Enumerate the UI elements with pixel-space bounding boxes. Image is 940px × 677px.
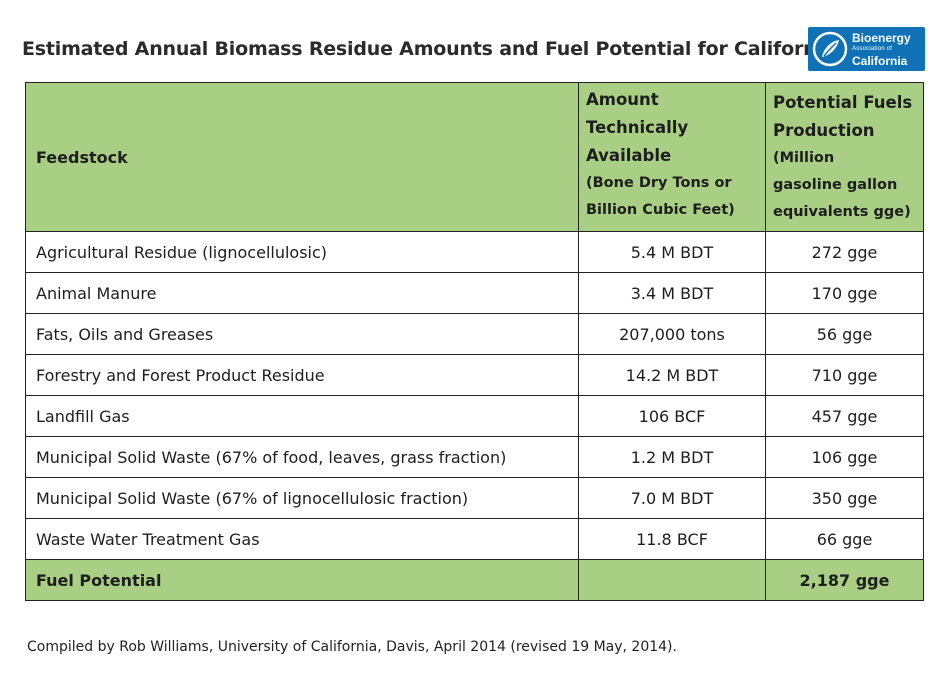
header-fuel-unit: (Million <box>773 150 835 166</box>
total-amount-cell <box>578 559 766 601</box>
amount-cell: 207,000 tons <box>578 313 766 355</box>
feedstock-cell: Landfill Gas <box>25 395 579 437</box>
amount-cell: 3.4 M BDT <box>578 272 766 314</box>
header-amount-line: Technically <box>586 118 689 137</box>
logo-line-1: Bioenergy <box>852 31 911 45</box>
total-fuel-cell: 2,187 gge <box>765 559 924 601</box>
amount-cell: 5.4 M BDT <box>578 231 766 273</box>
fuel-cell: 66 gge <box>765 518 924 560</box>
table-row: Forestry and Forest Product Residue 14.2… <box>25 354 924 396</box>
total-label: Fuel Potential <box>25 559 579 601</box>
leaf-swoosh-icon <box>812 31 848 67</box>
table-row: Landfill Gas 106 BCF 457 gge <box>25 395 924 437</box>
header-feedstock: Feedstock <box>25 82 579 232</box>
table-row: Waste Water Treatment Gas 11.8 BCF 66 gg… <box>25 518 924 560</box>
header-amount-unit: (Bone Dry Tons or <box>586 175 732 191</box>
header-amount: Amount Technically Available (Bone Dry T… <box>578 82 766 232</box>
feedstock-cell: Forestry and Forest Product Residue <box>25 354 579 396</box>
header-fuel: Potential Fuels Production (Million gaso… <box>765 82 924 232</box>
header-amount-line: Amount <box>586 90 659 109</box>
amount-cell: 106 BCF <box>578 395 766 437</box>
feedstock-cell: Agricultural Residue (lignocellulosic) <box>25 231 579 273</box>
logo-line-2: Association of <box>852 46 893 52</box>
table-row: Agricultural Residue (lignocellulosic) 5… <box>25 231 924 273</box>
feedstock-cell: Fats, Oils and Greases <box>25 313 579 355</box>
fuel-cell: 710 gge <box>765 354 924 396</box>
header-fuel-line: Production <box>773 121 875 140</box>
table-row: Animal Manure 3.4 M BDT 170 gge <box>25 272 924 314</box>
fuel-cell: 56 gge <box>765 313 924 355</box>
feedstock-cell: Municipal Solid Waste (67% of food, leav… <box>25 436 579 478</box>
page-title: Estimated Annual Biomass Residue Amounts… <box>22 38 836 60</box>
fuel-cell: 106 gge <box>765 436 924 478</box>
amount-cell: 11.8 BCF <box>578 518 766 560</box>
source-footnote: Compiled by Rob Williams, University of … <box>27 639 677 655</box>
amount-cell: 7.0 M BDT <box>578 477 766 519</box>
fuel-cell: 170 gge <box>765 272 924 314</box>
header-fuel-unit: equivalents gge) <box>773 204 911 220</box>
table-row: Municipal Solid Waste (67% of lignocellu… <box>25 477 924 519</box>
amount-cell: 1.2 M BDT <box>578 436 766 478</box>
table-row: Municipal Solid Waste (67% of food, leav… <box>25 436 924 478</box>
fuel-cell: 350 gge <box>765 477 924 519</box>
feedstock-cell: Municipal Solid Waste (67% of lignocellu… <box>25 477 579 519</box>
bioenergy-association-logo: Bioenergy Association of California <box>808 27 925 71</box>
amount-cell: 14.2 M BDT <box>578 354 766 396</box>
table-row: Fats, Oils and Greases 207,000 tons 56 g… <box>25 313 924 355</box>
fuel-cell: 457 gge <box>765 395 924 437</box>
header-fuel-unit: gasoline gallon <box>773 177 898 193</box>
feedstock-cell: Animal Manure <box>25 272 579 314</box>
table-header-row: Feedstock Amount Technically Available (… <box>25 82 924 232</box>
feedstock-cell: Waste Water Treatment Gas <box>25 518 579 560</box>
total-row: Fuel Potential 2,187 gge <box>25 559 924 601</box>
logo-line-3: California <box>852 54 908 68</box>
biomass-table: Feedstock Amount Technically Available (… <box>25 82 924 601</box>
header-fuel-line: Potential Fuels <box>773 93 913 112</box>
header-amount-unit: Billion Cubic Feet) <box>586 202 735 218</box>
fuel-cell: 272 gge <box>765 231 924 273</box>
header-amount-line: Available <box>586 146 672 165</box>
